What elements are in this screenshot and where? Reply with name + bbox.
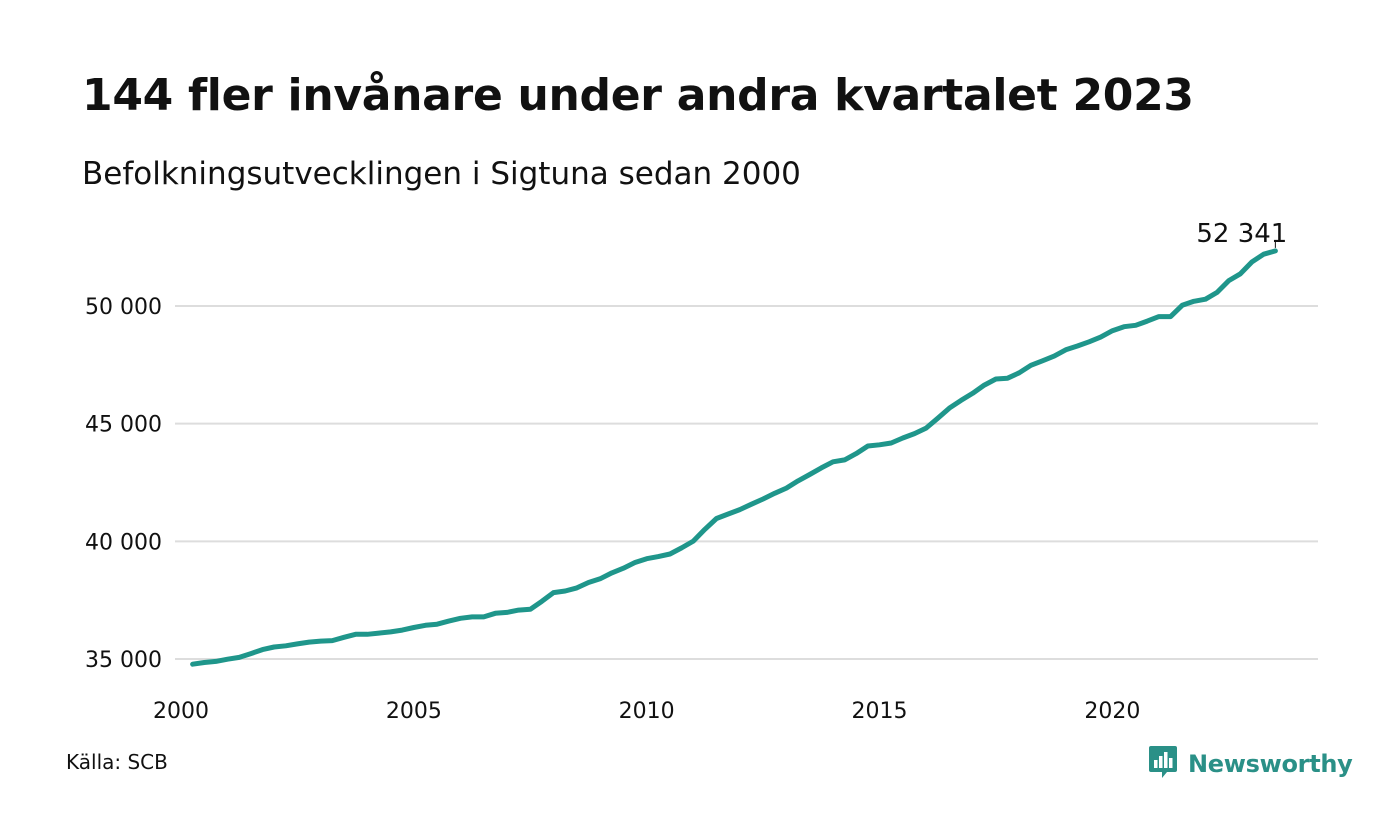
source-note: Källa: SCB	[66, 750, 168, 774]
end-value-label: 52 341	[1196, 219, 1287, 249]
bar-chart-speech-bubble-icon	[1148, 744, 1178, 784]
series-line	[190, 248, 1278, 667]
x-tick-label: 2020	[1084, 699, 1140, 724]
end-label-layer: 52 341	[1196, 219, 1287, 249]
chart-title: 144 fler invånare under andra kvartalet …	[82, 70, 1194, 121]
y-tick-label: 35 000	[85, 648, 162, 673]
brand-logo: Newsworthy	[1148, 744, 1353, 784]
y-tick-label: 50 000	[85, 295, 162, 320]
x-tick-label: 2015	[852, 699, 908, 724]
y-tick-label: 40 000	[85, 530, 162, 555]
chart-subtitle: Befolkningsutvecklingen i Sigtuna sedan …	[82, 156, 801, 192]
brand-name: Newsworthy	[1188, 750, 1353, 778]
x-tick-label: 2000	[153, 699, 209, 724]
x-tick-label: 2010	[619, 699, 675, 724]
y-axis-ticks: 35 000 40 000 45 000 50 000	[85, 295, 162, 673]
x-axis-ticks: 2000 2005 2010 2015 2020	[153, 699, 1140, 724]
x-tick-label: 2005	[386, 699, 442, 724]
y-tick-label: 45 000	[85, 413, 162, 438]
gridlines	[175, 305, 1318, 660]
series-line-layer	[190, 248, 1278, 667]
